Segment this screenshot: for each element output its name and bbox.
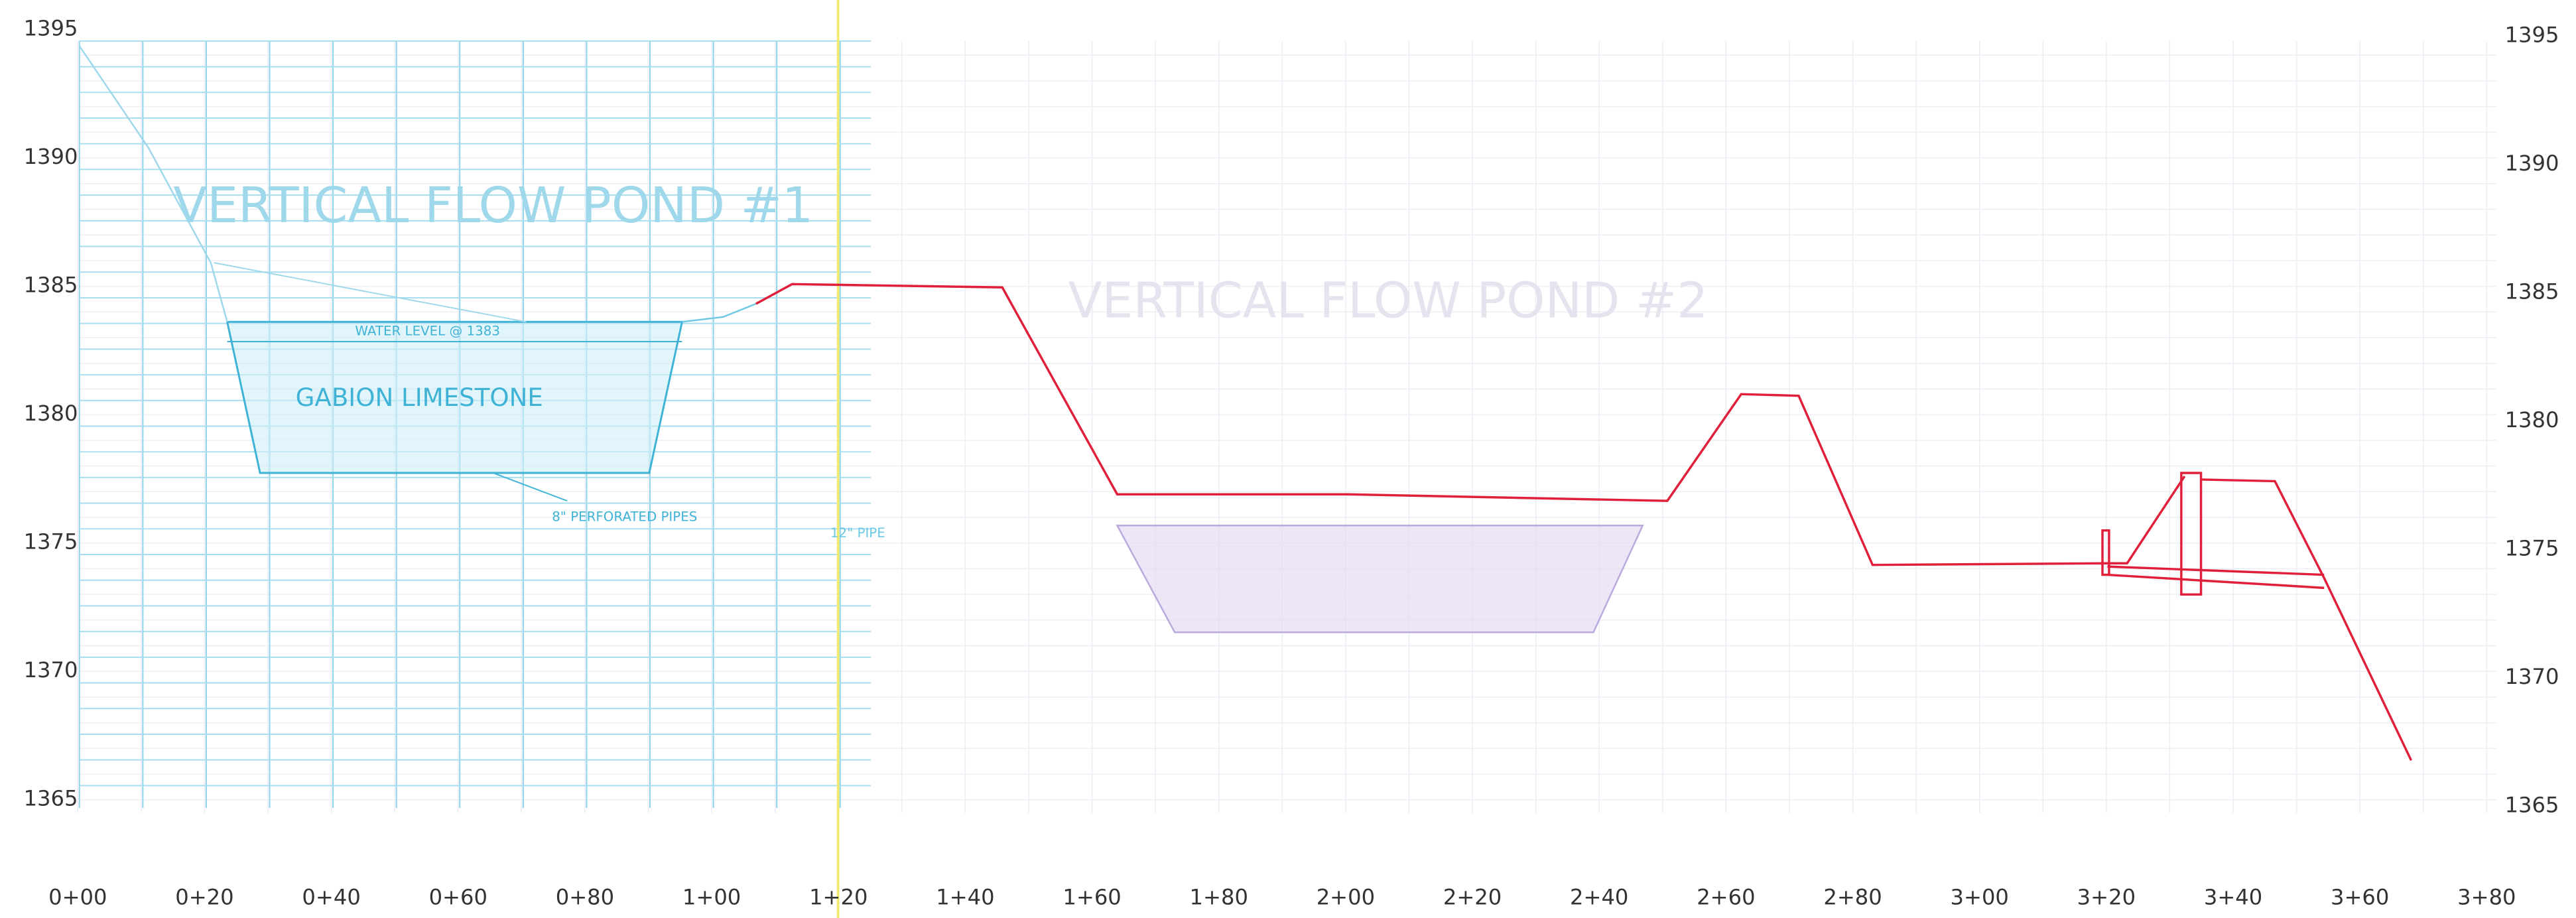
- right-axis-label: 1390: [2505, 151, 2559, 176]
- left-axis-label: 1390: [24, 144, 78, 169]
- profile: [755, 283, 2413, 761]
- pond1-slope: [682, 302, 757, 323]
- station-label: 1+60: [1063, 884, 1121, 909]
- station-label: 0+80: [556, 884, 614, 909]
- station-label: 0+40: [302, 884, 360, 909]
- station-label: 2+40: [1570, 884, 1628, 909]
- station-label: 2+80: [1823, 884, 1882, 909]
- station-label: 1+20: [809, 884, 868, 909]
- pipe: [2107, 573, 2325, 590]
- left-axis-label: 1375: [24, 529, 78, 555]
- station-label: 1+40: [936, 884, 994, 909]
- pipe: [2107, 565, 2325, 576]
- left-axis-label: 1395: [24, 16, 78, 41]
- left-axis-label: 1380: [24, 401, 78, 426]
- station-label: 1+80: [1190, 884, 1248, 909]
- station-label: 3+60: [2331, 884, 2389, 909]
- left-axis-label: 1370: [24, 657, 78, 683]
- station-label: 3+00: [1951, 884, 2009, 909]
- ground-line: [2201, 478, 2413, 761]
- pond1-section: [225, 320, 684, 474]
- ground-line: [755, 283, 2108, 566]
- leader: [214, 262, 527, 323]
- pond1-slope: [78, 45, 228, 322]
- station-label: 0+60: [429, 884, 487, 909]
- station-label: 2+60: [1697, 884, 1755, 909]
- right-axis-label: 1370: [2505, 664, 2559, 689]
- axes: 1395 1390 1385 1380 1375 1370 1365 1395 1390 1385…: [24, 16, 2559, 910]
- station-label: 1+00: [682, 884, 741, 909]
- structure: [2180, 472, 2203, 596]
- pond2-title: VERTICAL FLOW POND #2: [1068, 272, 1708, 330]
- outlet-label: 12" PIPE: [830, 525, 885, 541]
- station-label: 3+20: [2077, 884, 2136, 909]
- pond2-section: [1116, 525, 1644, 633]
- station-label: 2+00: [1317, 884, 1375, 909]
- right-axis-label: 1395: [2505, 22, 2559, 47]
- right-axis-label: 1375: [2505, 536, 2559, 561]
- station-label: 3+40: [2204, 884, 2262, 909]
- pipes-label: 8" PERFORATED PIPES: [552, 509, 697, 524]
- right-axis-label: 1365: [2505, 793, 2559, 818]
- ground-line: [2107, 476, 2186, 564]
- leader: [493, 472, 568, 502]
- left-axis-label: 1385: [24, 273, 78, 298]
- fill-label: GABION LIMESTONE: [296, 383, 543, 412]
- station-label: 0+20: [175, 884, 233, 909]
- right-axis-label: 1385: [2505, 279, 2559, 304]
- station-label: 0+00: [48, 884, 107, 909]
- station-label: 2+20: [1443, 884, 1502, 909]
- right-axis-label: 1380: [2505, 407, 2559, 432]
- pond1-title: VERTICAL FLOW POND #1: [173, 176, 813, 234]
- left-axis-label: 1365: [24, 786, 78, 811]
- structure: [2101, 529, 2110, 576]
- station-label: 3+80: [2457, 884, 2516, 909]
- water-level-label: WATER LEVEL @ 1383: [355, 324, 500, 339]
